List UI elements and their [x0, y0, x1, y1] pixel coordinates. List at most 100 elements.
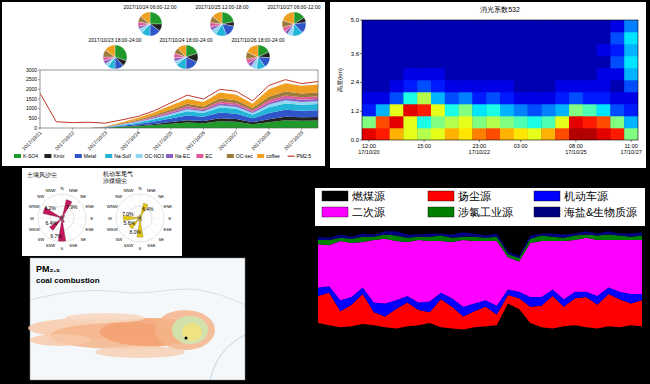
cell — [390, 56, 404, 68]
x-tick-label: 23:0017/10/22 — [469, 143, 490, 155]
grid-spoke — [38, 218, 62, 219]
legend-label: coffee — [266, 153, 280, 159]
cell — [569, 68, 583, 80]
area — [40, 83, 318, 128]
legend-swatch — [322, 191, 348, 201]
pie-slice — [258, 52, 270, 58]
cell — [555, 68, 569, 80]
cell — [459, 20, 473, 32]
y-tick-label: 2.4 — [351, 79, 360, 85]
cell — [403, 104, 417, 116]
tick — [38, 70, 40, 71]
cell — [500, 80, 514, 92]
cell — [417, 32, 431, 44]
cell — [486, 116, 500, 128]
legend-label: 海盐&生物质源 — [564, 206, 637, 218]
x-tick-label: 2017/10/27 — [217, 129, 239, 151]
cell — [541, 104, 555, 116]
cell — [555, 128, 569, 140]
cell — [541, 80, 555, 92]
pie-slice — [213, 12, 222, 24]
cell — [569, 80, 583, 92]
cell — [403, 56, 417, 68]
legend-label: Na-Sulf — [114, 153, 131, 159]
axis-label: 高度(km) — [336, 68, 343, 92]
cell — [528, 116, 542, 128]
cell — [362, 116, 376, 128]
cell — [431, 116, 445, 128]
coastline — [210, 335, 245, 380]
cell — [597, 56, 611, 68]
legend-label: K-SO4 — [23, 153, 38, 159]
cell — [431, 44, 445, 56]
cell — [528, 32, 542, 44]
direction-label: SE — [80, 237, 86, 242]
cell — [555, 44, 569, 56]
tick — [360, 82, 362, 83]
plot-bg — [318, 228, 642, 336]
rose-petal — [139, 216, 140, 218]
panel-bg — [330, 2, 646, 168]
pie-title: 2017/10/27 06:00-12:00 — [267, 4, 320, 10]
cell — [610, 32, 624, 44]
grid-spoke — [62, 218, 86, 219]
rose-petal — [61, 216, 62, 218]
cell — [459, 44, 473, 56]
tick — [38, 99, 40, 100]
direction-label: SSE — [147, 243, 156, 248]
legend-label: Kmix — [53, 153, 65, 159]
cell — [555, 116, 569, 128]
tick — [575, 140, 576, 142]
cell — [376, 32, 390, 44]
legend-label: OC-sec — [236, 153, 253, 159]
cell — [417, 104, 431, 116]
cell — [583, 68, 597, 80]
cell — [624, 92, 638, 104]
grid-spoke — [140, 201, 157, 218]
cell — [459, 56, 473, 68]
cell — [445, 32, 459, 44]
rose-petal — [60, 216, 62, 218]
tick — [38, 79, 40, 80]
cell — [376, 104, 390, 116]
data-label: 8.2% — [44, 205, 56, 211]
grid-spoke — [62, 218, 79, 235]
y-tick-label: 0.0 — [351, 137, 360, 143]
cell — [610, 92, 624, 104]
tick — [105, 128, 106, 130]
cell — [362, 56, 376, 68]
data-label: 9.7% — [50, 233, 62, 239]
cell — [376, 80, 390, 92]
plume — [172, 316, 208, 344]
cell — [555, 92, 569, 104]
title: 土壤风沙尘 — [27, 171, 57, 178]
cell — [500, 44, 514, 56]
x-tick-label: 2017/10/23 — [86, 129, 108, 151]
direction-label: E — [169, 216, 172, 221]
cell — [459, 32, 473, 44]
cell — [486, 68, 500, 80]
pie-slice — [175, 57, 186, 65]
direction-label: E — [91, 216, 94, 221]
direction-label: NW — [115, 194, 122, 199]
cell — [569, 128, 583, 140]
cell — [417, 56, 431, 68]
cell — [376, 128, 390, 140]
cell — [528, 104, 542, 116]
legend-label: OC-NO3 — [145, 153, 165, 159]
legend-label: 涉氯工业源 — [458, 206, 513, 218]
legend-swatch — [196, 154, 203, 158]
legend-swatch — [105, 154, 112, 158]
cell — [390, 116, 404, 128]
cell — [555, 56, 569, 68]
cell — [472, 20, 486, 32]
cell — [569, 116, 583, 128]
cell — [390, 128, 404, 140]
cell — [610, 68, 624, 80]
cell — [514, 56, 528, 68]
cell — [417, 128, 431, 140]
rose-petal — [137, 216, 140, 218]
x-tick-label: 2017/10/29 — [282, 129, 304, 151]
legend-swatch — [534, 191, 560, 201]
cell — [500, 32, 514, 44]
